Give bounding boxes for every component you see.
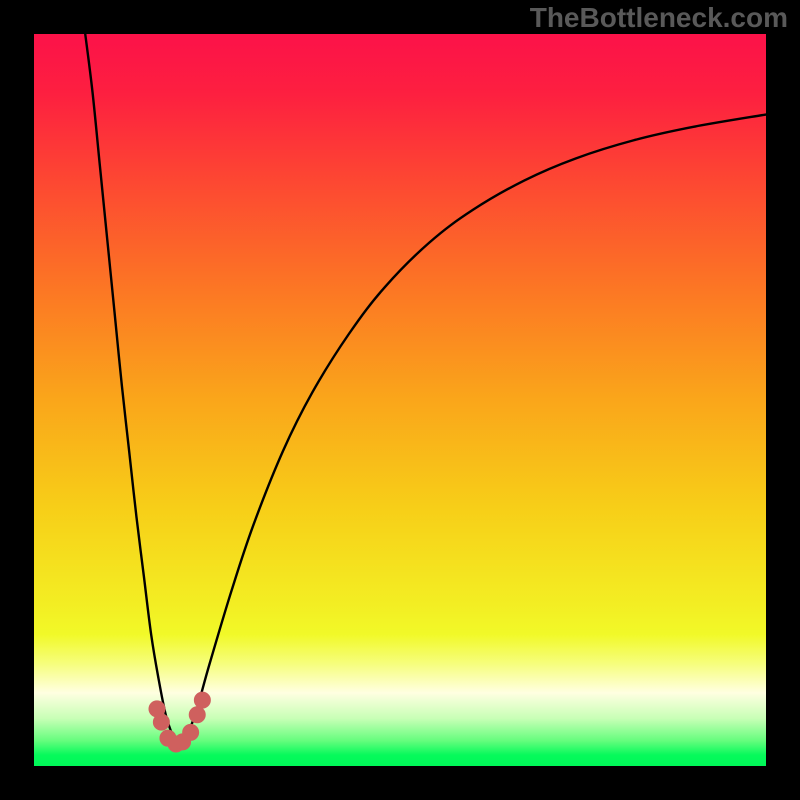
marker-point bbox=[194, 692, 210, 708]
bottleneck-chart bbox=[0, 0, 800, 800]
plot-background bbox=[34, 34, 766, 766]
marker-point bbox=[189, 707, 205, 723]
marker-point bbox=[153, 714, 169, 730]
marker-point bbox=[183, 724, 199, 740]
chart-container: TheBottleneck.com bbox=[0, 0, 800, 800]
